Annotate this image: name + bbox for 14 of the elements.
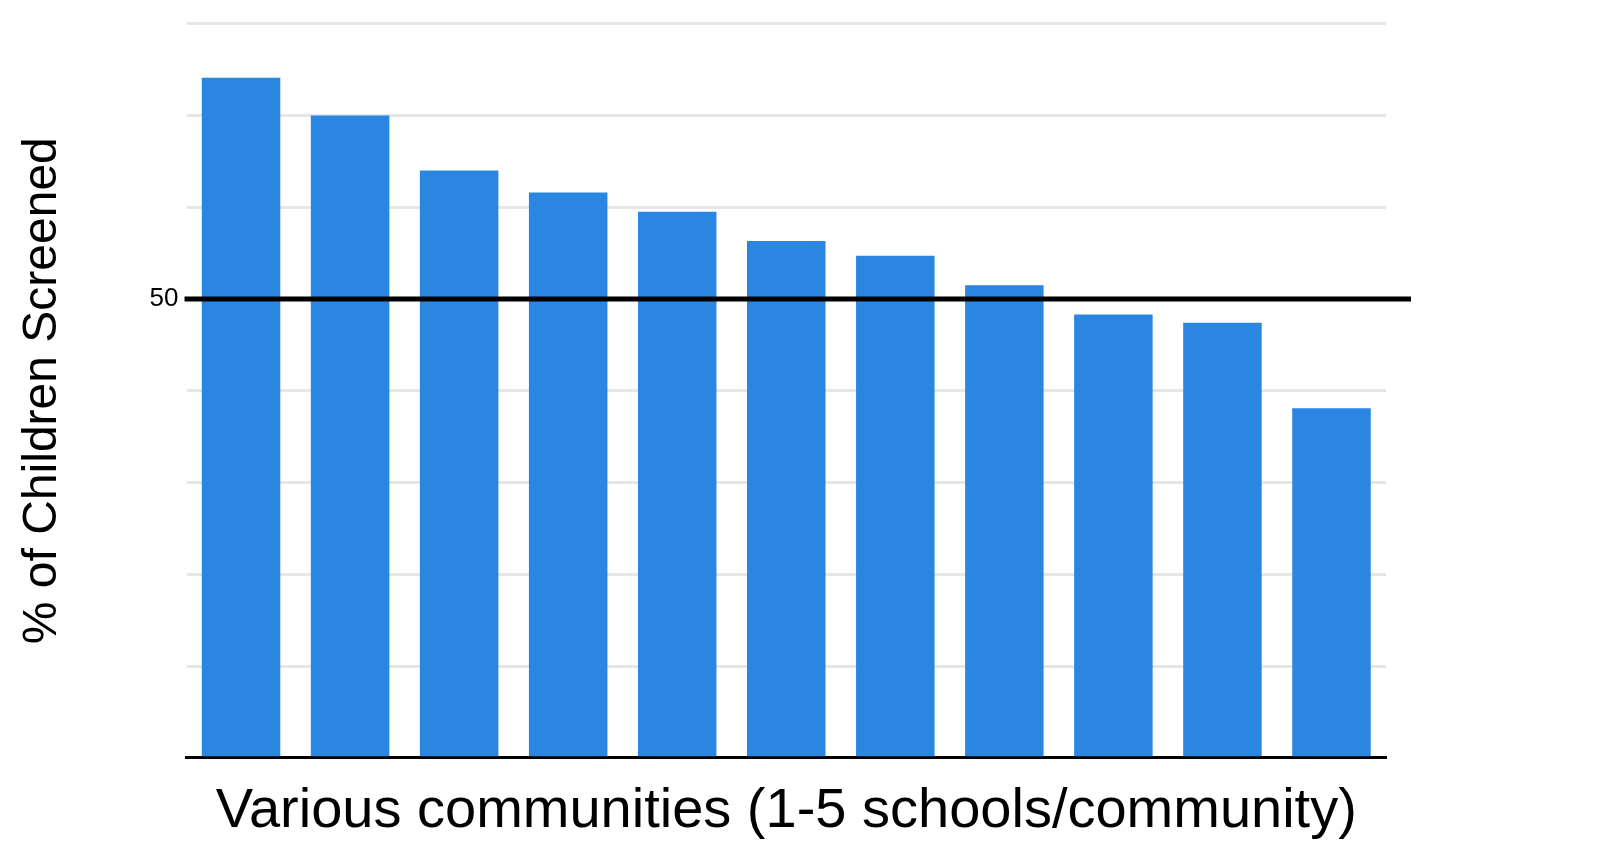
y-axis-title: % of Children Screened [13, 137, 67, 645]
bar [747, 241, 826, 757]
bar [1074, 314, 1153, 757]
bar [856, 255, 935, 757]
bar [310, 115, 390, 757]
bar [965, 285, 1044, 757]
bar [1183, 322, 1262, 757]
bar [1292, 408, 1371, 757]
y-tick-label: 50 [149, 282, 179, 313]
bar [201, 77, 281, 757]
bar [419, 170, 499, 757]
bar [637, 211, 717, 757]
x-axis-title: Various communities (1-5 schools/community) [215, 775, 1357, 839]
bar [528, 192, 608, 757]
